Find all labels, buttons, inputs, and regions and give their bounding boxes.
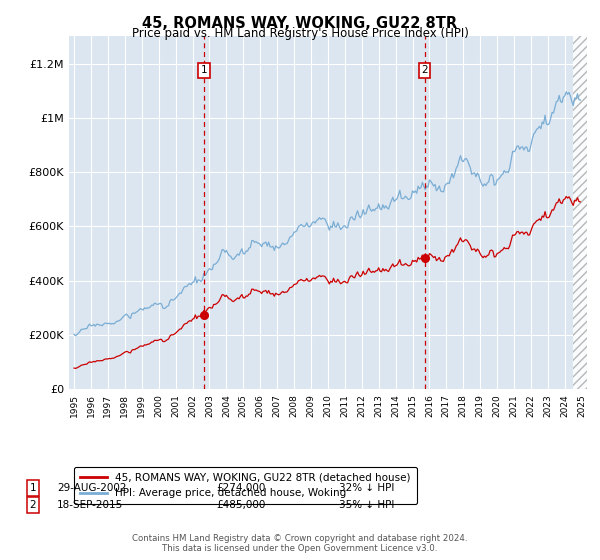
Text: 1: 1 xyxy=(29,483,37,493)
Text: 35% ↓ HPI: 35% ↓ HPI xyxy=(339,500,394,510)
Text: 2: 2 xyxy=(421,66,428,76)
Text: 2: 2 xyxy=(29,500,37,510)
Text: 18-SEP-2015: 18-SEP-2015 xyxy=(57,500,123,510)
Text: £274,000: £274,000 xyxy=(216,483,265,493)
Bar xyxy=(573,36,587,389)
Text: £485,000: £485,000 xyxy=(216,500,265,510)
Text: Contains HM Land Registry data © Crown copyright and database right 2024.
This d: Contains HM Land Registry data © Crown c… xyxy=(132,534,468,553)
Text: 32% ↓ HPI: 32% ↓ HPI xyxy=(339,483,394,493)
Legend: 45, ROMANS WAY, WOKING, GU22 8TR (detached house), HPI: Average price, detached : 45, ROMANS WAY, WOKING, GU22 8TR (detach… xyxy=(74,466,416,505)
Text: 45, ROMANS WAY, WOKING, GU22 8TR: 45, ROMANS WAY, WOKING, GU22 8TR xyxy=(142,16,458,31)
Text: 1: 1 xyxy=(200,66,207,76)
Text: Price paid vs. HM Land Registry's House Price Index (HPI): Price paid vs. HM Land Registry's House … xyxy=(131,27,469,40)
Text: 29-AUG-2002: 29-AUG-2002 xyxy=(57,483,127,493)
